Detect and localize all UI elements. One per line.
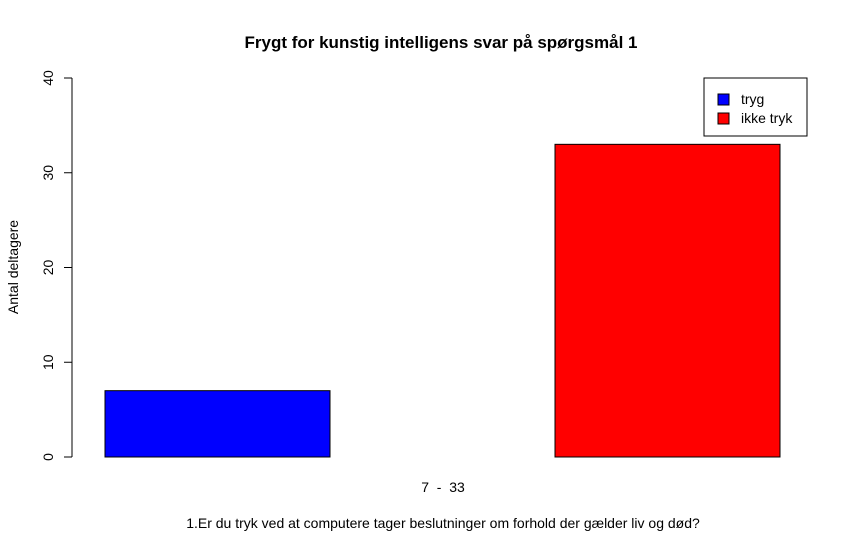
bar-values-label: 7 - 33: [421, 479, 465, 495]
y-tick-label: 0: [40, 453, 56, 461]
y-tick-label: 30: [40, 165, 56, 181]
x-axis-label: 1.Er du tryk ved at computere tager besl…: [186, 515, 700, 531]
bars-group: [104, 143, 781, 458]
legend-swatch: [717, 112, 730, 125]
legend: tryg ikke tryk: [703, 77, 808, 137]
chart-title: Frygt for kunstig intelligens svar på sp…: [245, 33, 638, 52]
y-axis-label: Antal deltagere: [5, 220, 21, 314]
legend-label: tryg: [741, 91, 764, 107]
bar-ikke-tryk: [554, 143, 781, 458]
y-tick-label: 40: [40, 70, 56, 86]
y-tick-label: 10: [40, 354, 56, 370]
legend-label: ikke tryk: [741, 110, 793, 126]
legend-swatch: [717, 93, 730, 106]
legend-box: [703, 77, 808, 137]
y-tick-label: 20: [40, 260, 56, 276]
bar-tryg: [104, 390, 331, 458]
y-axis: 0 10 20 30 40: [40, 70, 73, 461]
